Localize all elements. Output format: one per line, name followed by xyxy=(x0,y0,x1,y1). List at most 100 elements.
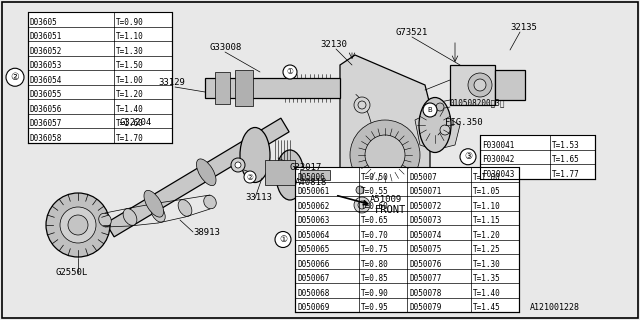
Circle shape xyxy=(6,68,24,86)
Text: ①: ① xyxy=(279,235,287,244)
Ellipse shape xyxy=(204,195,216,209)
Circle shape xyxy=(468,73,492,97)
Text: T=1.30: T=1.30 xyxy=(473,260,500,269)
Text: D050068: D050068 xyxy=(297,289,330,298)
Text: D036053: D036053 xyxy=(30,61,62,70)
Text: D050061: D050061 xyxy=(297,187,330,196)
Text: 32130: 32130 xyxy=(320,40,347,49)
Text: T=1.40: T=1.40 xyxy=(473,289,500,298)
Text: 33129: 33129 xyxy=(158,78,185,87)
Circle shape xyxy=(358,101,366,109)
Circle shape xyxy=(440,125,450,135)
Text: G73521: G73521 xyxy=(395,28,428,37)
Text: F030042: F030042 xyxy=(482,155,515,164)
Text: T=1.20: T=1.20 xyxy=(116,90,144,99)
FancyBboxPatch shape xyxy=(480,135,595,179)
Polygon shape xyxy=(106,118,289,237)
Text: ①: ① xyxy=(287,68,293,76)
Text: F030043: F030043 xyxy=(482,170,515,179)
Polygon shape xyxy=(205,78,340,98)
Circle shape xyxy=(354,97,370,113)
Text: T=1.60: T=1.60 xyxy=(116,119,144,128)
Polygon shape xyxy=(415,110,460,150)
Circle shape xyxy=(423,103,437,117)
Circle shape xyxy=(350,120,420,190)
Text: D050077: D050077 xyxy=(409,274,442,283)
Text: D050079: D050079 xyxy=(409,303,442,312)
Text: T=1.35: T=1.35 xyxy=(473,274,500,283)
Ellipse shape xyxy=(99,213,111,227)
Circle shape xyxy=(356,186,364,194)
Circle shape xyxy=(283,65,297,79)
Text: T=1.05: T=1.05 xyxy=(473,187,500,196)
FancyBboxPatch shape xyxy=(235,70,253,106)
Text: T=1.70: T=1.70 xyxy=(116,134,144,143)
Circle shape xyxy=(235,162,241,168)
Text: D050069: D050069 xyxy=(297,303,330,312)
Text: G23017: G23017 xyxy=(290,163,323,172)
Text: FRONT: FRONT xyxy=(338,196,406,215)
Text: D050062: D050062 xyxy=(297,202,330,211)
Text: 32135: 32135 xyxy=(510,23,537,32)
Text: A51009: A51009 xyxy=(370,195,403,204)
Text: D050078: D050078 xyxy=(409,289,442,298)
Ellipse shape xyxy=(151,204,165,222)
Text: D050064: D050064 xyxy=(297,231,330,240)
Circle shape xyxy=(365,135,405,175)
Text: ②: ② xyxy=(246,172,253,181)
Text: D05006: D05006 xyxy=(297,173,324,182)
Text: T=1.40: T=1.40 xyxy=(116,105,144,114)
Text: T=1.10: T=1.10 xyxy=(116,32,144,41)
Ellipse shape xyxy=(178,200,192,216)
Text: T=1.15: T=1.15 xyxy=(473,216,500,225)
Text: D050071: D050071 xyxy=(409,187,442,196)
Text: T=1.53: T=1.53 xyxy=(552,141,580,150)
Text: A121001228: A121001228 xyxy=(530,303,580,312)
Text: D036056: D036056 xyxy=(30,105,62,114)
Text: D036055: D036055 xyxy=(30,90,62,99)
Text: T=0.90: T=0.90 xyxy=(361,289,388,298)
Circle shape xyxy=(46,193,110,257)
Text: T=1.00: T=1.00 xyxy=(116,76,144,85)
Text: D03605: D03605 xyxy=(30,18,58,27)
Circle shape xyxy=(60,207,96,243)
FancyBboxPatch shape xyxy=(300,170,330,180)
Text: 33113: 33113 xyxy=(245,193,272,202)
Text: A40818: A40818 xyxy=(295,178,327,187)
Circle shape xyxy=(231,158,245,172)
Text: T=1.10: T=1.10 xyxy=(473,202,500,211)
Text: G33008: G33008 xyxy=(210,43,243,52)
Text: T=0.55: T=0.55 xyxy=(361,187,388,196)
Text: D050076: D050076 xyxy=(409,260,442,269)
Text: 38913: 38913 xyxy=(193,228,220,237)
Text: T=1.45: T=1.45 xyxy=(473,303,500,312)
Circle shape xyxy=(358,201,366,209)
Text: D036051: D036051 xyxy=(30,32,62,41)
Text: G2550L: G2550L xyxy=(55,268,87,277)
Text: D036058: D036058 xyxy=(30,134,62,143)
Ellipse shape xyxy=(196,159,216,186)
Polygon shape xyxy=(335,55,430,245)
Circle shape xyxy=(474,79,486,91)
Text: T=1.50: T=1.50 xyxy=(116,61,144,70)
Text: T=1.77: T=1.77 xyxy=(552,170,580,179)
Text: T=1.20: T=1.20 xyxy=(473,231,500,240)
Ellipse shape xyxy=(144,190,164,217)
FancyBboxPatch shape xyxy=(450,65,495,105)
Text: D050072: D050072 xyxy=(409,202,442,211)
Text: D036052: D036052 xyxy=(30,47,62,56)
Text: T=1.25: T=1.25 xyxy=(473,245,500,254)
Text: T=0.60: T=0.60 xyxy=(361,202,388,211)
Circle shape xyxy=(68,215,88,235)
Text: G32204: G32204 xyxy=(120,118,152,127)
Text: D050075: D050075 xyxy=(409,245,442,254)
Text: FIG.350: FIG.350 xyxy=(445,118,483,127)
Text: F030041: F030041 xyxy=(482,141,515,150)
Text: ③: ③ xyxy=(464,152,472,161)
FancyBboxPatch shape xyxy=(295,167,519,312)
Text: ②: ② xyxy=(11,72,19,82)
Ellipse shape xyxy=(240,127,270,182)
Circle shape xyxy=(436,103,444,111)
FancyBboxPatch shape xyxy=(215,72,230,104)
Circle shape xyxy=(354,197,370,213)
